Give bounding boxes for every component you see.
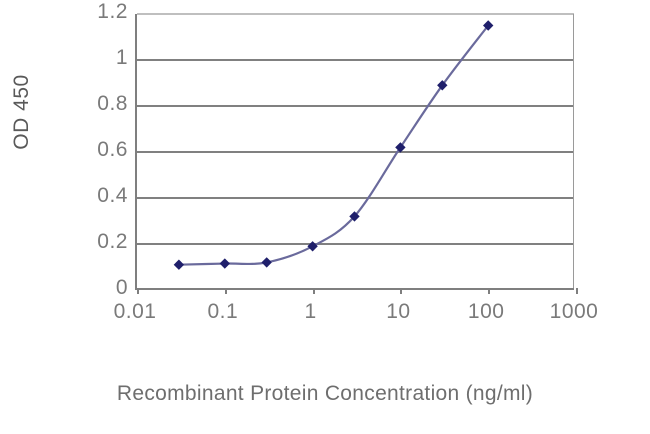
data-point-marker xyxy=(349,211,360,222)
y-axis-tick-label: 0.4 xyxy=(97,184,128,207)
x-axis-tick xyxy=(400,288,403,294)
y-axis-tick-label: 1.2 xyxy=(97,0,128,23)
x-axis-tick-label: 10 xyxy=(386,300,411,323)
x-axis-tick xyxy=(576,288,578,294)
x-axis-tick-label: 0.1 xyxy=(207,300,239,323)
gridline xyxy=(137,197,574,199)
y-axis-tick-label: 0.2 xyxy=(97,230,128,253)
y-axis-tick-label: 0.6 xyxy=(97,138,128,161)
x-axis-tick xyxy=(488,288,491,294)
data-point-marker xyxy=(219,258,230,269)
y-axis-tick-label: 0.8 xyxy=(97,92,128,115)
gridline xyxy=(137,59,574,61)
x-axis-tick xyxy=(312,288,315,294)
x-axis-title: Recombinant Protein Concentration (ng/ml… xyxy=(116,382,534,405)
data-point-marker xyxy=(261,257,272,268)
x-axis-tick-label: 1 xyxy=(304,300,317,323)
data-point-marker xyxy=(307,241,318,252)
y-axis-tick-labels: 0 0.2 0.4 0.6 0.8 1 1.2 xyxy=(60,0,128,434)
x-axis-tick-label: 0.01 xyxy=(113,300,157,323)
y-axis-tick-label: 0 xyxy=(115,276,128,299)
plot-area xyxy=(135,13,578,294)
x-axis-tick-labels: 0.01 0.1 1 10 100 1000 xyxy=(0,300,650,334)
x-axis-tick xyxy=(137,288,139,294)
y-axis-title: OD 450 xyxy=(10,74,33,150)
data-point-marker xyxy=(395,142,406,153)
gridline xyxy=(137,105,574,107)
series-line xyxy=(178,24,490,266)
gridline xyxy=(137,151,574,153)
gridline xyxy=(137,243,574,245)
x-axis-tick-label: 100 xyxy=(467,300,505,323)
gridline xyxy=(137,13,574,15)
x-axis-tick xyxy=(224,288,227,294)
data-point-marker xyxy=(173,259,185,270)
plot-right-edge xyxy=(573,14,574,288)
data-series-layer xyxy=(173,20,494,270)
y-axis-tick-label: 1 xyxy=(115,46,128,69)
data-point-marker xyxy=(437,80,448,91)
data-point-marker xyxy=(483,20,494,31)
x-axis-tick-label: 1000 xyxy=(549,300,599,323)
